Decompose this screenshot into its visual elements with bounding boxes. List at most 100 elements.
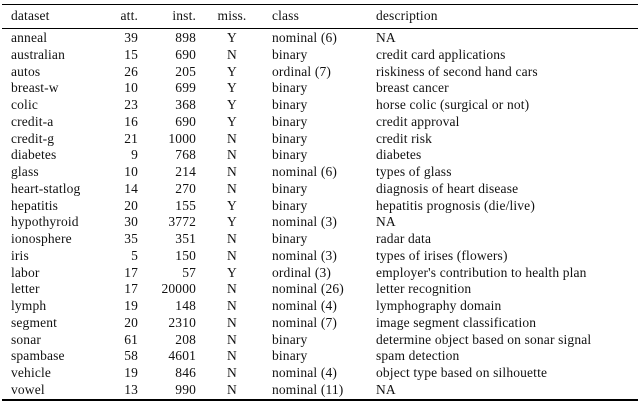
- cell-dataset: labor: [11, 264, 40, 280]
- cell-miss: N: [227, 365, 237, 380]
- cell-miss: N: [227, 348, 237, 364]
- cell-description: horse colic (surgical or not): [376, 97, 530, 112]
- cell-class: binary: [272, 331, 308, 347]
- cell-inst: 20000: [161, 281, 196, 297]
- cell-miss: N: [227, 164, 237, 179]
- cell-description: determine object based on sonar signal: [376, 331, 592, 347]
- cell-class: binary: [272, 130, 308, 146]
- cell-att: 15: [124, 46, 138, 62]
- cell-class: nominal (6): [272, 164, 338, 179]
- col-header-inst: inst.: [172, 8, 196, 23]
- cell-dataset: glass: [11, 164, 39, 179]
- cell-att: 19: [124, 298, 138, 313]
- cell-dataset: sonar: [11, 331, 41, 347]
- cell-att: 10: [124, 164, 138, 179]
- cell-dataset: lymph: [11, 298, 47, 313]
- header-row: dataset att. inst. miss. class descripti…: [2, 5, 638, 29]
- col-header-description: description: [376, 8, 438, 23]
- cell-miss: Y: [227, 80, 237, 96]
- cell-miss: Y: [227, 197, 237, 213]
- cell-inst: 990: [175, 381, 196, 397]
- cell-inst: 1000: [168, 130, 196, 146]
- cell-att: 9: [131, 147, 138, 163]
- cell-dataset: iris: [11, 247, 29, 263]
- cell-dataset: hepatitis: [11, 197, 59, 213]
- cell-att: 58: [124, 348, 138, 364]
- cell-inst: 898: [175, 30, 196, 45]
- cell-miss: Y: [227, 30, 237, 45]
- cell-inst: 690: [175, 46, 196, 62]
- cell-inst: 2310: [168, 314, 196, 330]
- cell-description: radar data: [376, 231, 432, 246]
- cell-description: employer's contribution to health plan: [376, 264, 587, 280]
- cell-dataset: colic: [11, 97, 38, 112]
- cell-dataset: diabetes: [11, 147, 57, 163]
- cell-class: binary: [272, 147, 308, 163]
- cell-class: ordinal (3): [272, 264, 332, 280]
- cell-dataset: anneal: [11, 30, 48, 45]
- cell-miss: N: [227, 247, 237, 263]
- cell-dataset: letter: [11, 281, 40, 297]
- cell-miss: Y: [227, 214, 237, 230]
- col-header-miss: miss.: [217, 8, 247, 23]
- cell-dataset: vehicle: [11, 365, 52, 380]
- cell-description: spam detection: [376, 348, 460, 364]
- cell-inst: 690: [175, 113, 196, 129]
- cell-miss: Y: [227, 97, 237, 112]
- cell-class: nominal (11): [272, 381, 344, 397]
- cell-miss: N: [227, 147, 237, 163]
- cell-description: credit approval: [376, 113, 460, 129]
- cell-att: 19: [124, 365, 138, 380]
- cell-miss: Y: [227, 264, 237, 280]
- cell-class: binary: [272, 348, 308, 364]
- cell-inst: 208: [175, 331, 196, 347]
- cell-class: nominal (3): [272, 214, 338, 230]
- cell-class: binary: [272, 113, 308, 129]
- cell-miss: N: [227, 314, 237, 330]
- cell-description: NA: [376, 381, 396, 397]
- cell-class: binary: [272, 180, 308, 196]
- cell-description: credit risk: [376, 130, 433, 146]
- cell-inst: 368: [175, 97, 196, 112]
- cell-dataset: hypothyroid: [11, 214, 79, 230]
- cell-dataset: australian: [11, 46, 65, 62]
- cell-inst: 214: [175, 164, 196, 179]
- cell-miss: N: [227, 331, 237, 347]
- cell-att: 61: [124, 331, 138, 347]
- cell-inst: 3772: [168, 214, 196, 230]
- cell-att: 20: [124, 197, 138, 213]
- cell-miss: N: [227, 46, 237, 62]
- cell-class: nominal (7): [272, 314, 338, 330]
- cell-description: object type based on silhouette: [376, 365, 548, 380]
- cell-miss: N: [227, 231, 237, 246]
- col-header-dataset: dataset: [11, 8, 50, 23]
- cell-dataset: credit-a: [11, 113, 54, 129]
- cell-class: binary: [272, 197, 308, 213]
- cell-inst: 846: [175, 365, 196, 380]
- cell-description: letter recognition: [376, 281, 472, 297]
- cell-att: 14: [124, 180, 138, 196]
- cell-class: nominal (4): [272, 298, 338, 313]
- cell-dataset: ionosphere: [11, 231, 72, 246]
- cell-class: nominal (6): [272, 30, 338, 45]
- cell-dataset: breast-w: [11, 80, 59, 96]
- cell-inst: 4601: [168, 348, 196, 364]
